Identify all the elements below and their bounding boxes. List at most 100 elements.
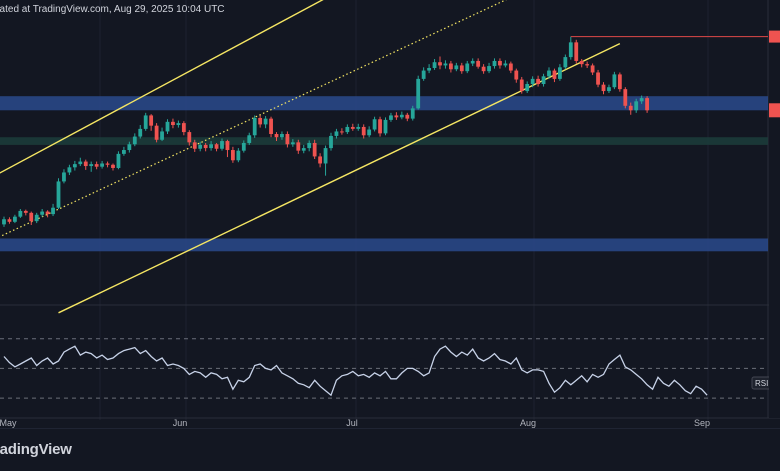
candle-body (508, 63, 513, 71)
candle-body (258, 117, 263, 125)
candle-body (541, 76, 546, 85)
candle-body (617, 74, 622, 90)
candle-body (176, 123, 181, 126)
price-axis-bg (769, 0, 780, 418)
candle-body (601, 84, 606, 92)
candle-body (367, 129, 372, 136)
candle-body (492, 60, 497, 67)
candle-body (318, 156, 322, 164)
candle-body (236, 150, 241, 161)
candle-body (280, 134, 284, 138)
candle-body (372, 119, 377, 130)
time-axis[interactable]: May Jun Jul Aug Sep (0, 418, 710, 428)
candle-body (51, 207, 55, 215)
candle-body (154, 125, 159, 140)
candle-body (225, 141, 230, 151)
chart-background (0, 0, 780, 428)
candle-body (350, 126, 355, 129)
candle-body (345, 126, 350, 133)
candle-body (263, 118, 268, 125)
candle-body (78, 161, 83, 165)
candle-body (443, 63, 448, 66)
candle-body (525, 84, 530, 92)
candle-body (323, 148, 328, 164)
candle-body (329, 135, 333, 149)
candle-body (34, 214, 39, 222)
candle-body (470, 60, 475, 64)
candle-body (454, 65, 459, 70)
candlestick-series (2, 36, 768, 227)
chart-caption: eated at TradingView.com, Aug 29, 2025 1… (0, 4, 225, 15)
candle-body (143, 115, 148, 129)
candle-body (62, 172, 66, 182)
candle-body (111, 164, 115, 168)
candle-body (171, 121, 175, 126)
candle-body (132, 136, 137, 145)
candle-body (290, 142, 295, 145)
candle-body (378, 119, 382, 134)
zone-3 (0, 238, 768, 252)
candle-body (536, 78, 540, 85)
candle-body (247, 135, 252, 143)
candle-body (13, 216, 17, 222)
candle-body (563, 57, 568, 68)
candle-body (269, 118, 273, 135)
candle-body (389, 115, 393, 120)
candle-body (67, 167, 72, 173)
candle-body (40, 211, 45, 215)
candle-body (100, 163, 104, 167)
candle-body (383, 119, 388, 134)
candle-body (192, 142, 197, 149)
candle-body (241, 142, 246, 151)
candle-body (607, 87, 611, 92)
time-tick-aug: Aug (520, 418, 536, 428)
candle-body (438, 62, 442, 66)
time-tick-jun: Jun (173, 418, 188, 428)
candle-body (399, 114, 404, 118)
last-price-tag (769, 103, 780, 118)
candle-body (56, 181, 61, 208)
candle-body (181, 123, 186, 133)
candle-body (481, 66, 486, 72)
price-axis[interactable] (769, 0, 780, 418)
candle-body (296, 142, 301, 151)
candle-body (361, 126, 366, 136)
candle-body (203, 144, 208, 149)
candle-body (301, 148, 306, 151)
candle-body (596, 72, 600, 85)
zone-2 (0, 137, 768, 145)
candle-body (449, 63, 453, 70)
zone-1 (0, 96, 768, 111)
candle-body (312, 142, 317, 157)
candle-body (285, 134, 290, 145)
candle-body (645, 98, 649, 111)
grid (0, 0, 780, 420)
candle-body (552, 70, 557, 79)
time-tick-may: May (0, 418, 17, 428)
candle-body (231, 150, 235, 161)
candle-body (476, 60, 481, 67)
candle-body (459, 65, 464, 72)
channel-upper-line (0, 0, 324, 174)
candle-body (307, 142, 312, 149)
candle-body (585, 64, 590, 66)
candle-body (187, 132, 192, 143)
candle-body (83, 161, 88, 167)
candle-body (574, 42, 579, 61)
candle-body (568, 42, 573, 58)
candle-body (138, 128, 143, 137)
candle-body (558, 67, 562, 79)
candle-body (530, 78, 535, 85)
candle-body (2, 219, 6, 225)
candle-body (639, 98, 644, 102)
candle-body (209, 144, 213, 149)
candle-body (356, 126, 361, 129)
candle-body (72, 164, 77, 168)
rsi-line (3, 345, 708, 397)
candle-body (427, 67, 431, 71)
candle-body (612, 74, 617, 88)
candle-body (18, 210, 23, 217)
candle-body (514, 70, 519, 80)
rsi-panel: RSI3 (0, 338, 777, 399)
